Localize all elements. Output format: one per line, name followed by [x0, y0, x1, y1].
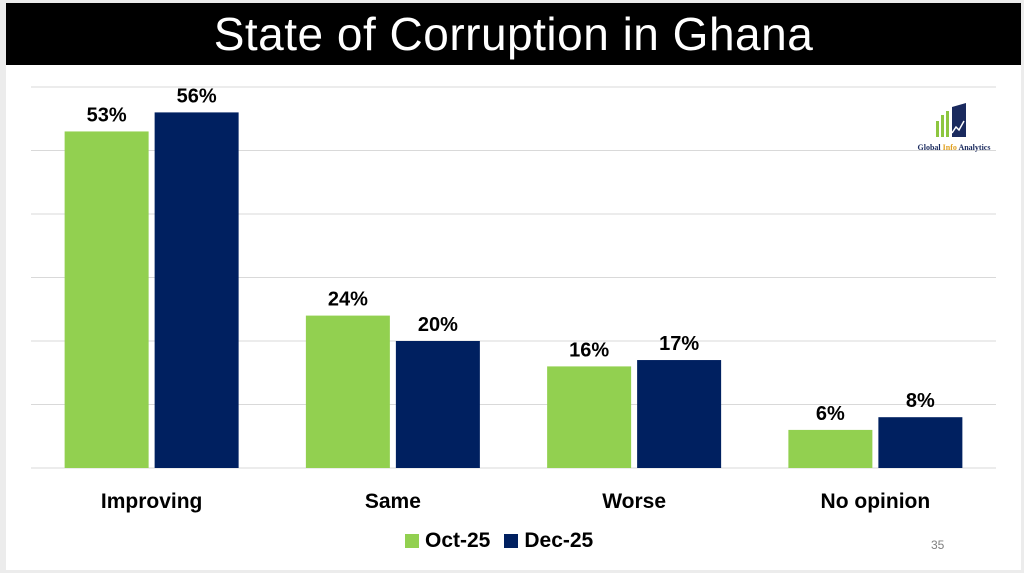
- data-label: 8%: [906, 390, 935, 412]
- slide: State of Corruption in Ghana 53% 56% Impro…: [6, 3, 1021, 570]
- category-label: No opinion: [821, 490, 931, 513]
- logo-text: Global Info Analytics: [917, 143, 991, 152]
- data-label: 53%: [87, 104, 127, 126]
- chart-title: State of Corruption in Ghana: [213, 8, 814, 60]
- bar-no-opinion-dec-25: [878, 417, 963, 468]
- bar-chart: 53% 56% Improving 24% 20% Same 16% 17% Worse 6% 8%…: [31, 85, 996, 513]
- global-info-analytics-logo: Global Info Analytics: [914, 103, 994, 163]
- legend-label-dec-25: Dec-25: [524, 529, 594, 552]
- data-label: 24%: [328, 289, 368, 311]
- legend-item-oct-25: Oct-25: [405, 529, 490, 553]
- bar-improving-dec-25: [154, 112, 239, 469]
- page-number: 35: [931, 538, 945, 552]
- logo-mark-icon: [936, 103, 966, 137]
- legend-swatch-oct-25: [405, 534, 419, 548]
- category-label: Improving: [101, 490, 203, 513]
- bar-no-opinion-oct-25: [788, 429, 873, 468]
- chart-legend: Oct-25 Dec-25: [405, 529, 593, 553]
- data-label: 17%: [659, 333, 699, 355]
- category-label: Same: [365, 490, 421, 513]
- data-label: 20%: [418, 314, 458, 336]
- legend-item-dec-25: Dec-25: [504, 529, 593, 553]
- bar-same-oct-25: [305, 315, 390, 468]
- legend-swatch-dec-25: [504, 534, 519, 548]
- data-label: 56%: [177, 85, 217, 107]
- bar-improving-oct-25: [64, 131, 149, 468]
- data-label: 16%: [569, 339, 609, 361]
- bar-same-dec-25: [395, 341, 480, 468]
- legend-label-oct-25: Oct-25: [425, 529, 491, 552]
- data-label: 6%: [816, 403, 845, 425]
- bar-worse-oct-25: [547, 366, 632, 468]
- category-label: Worse: [602, 490, 666, 513]
- bar-worse-dec-25: [637, 360, 722, 468]
- title-bar: State of Corruption in Ghana: [6, 3, 1021, 65]
